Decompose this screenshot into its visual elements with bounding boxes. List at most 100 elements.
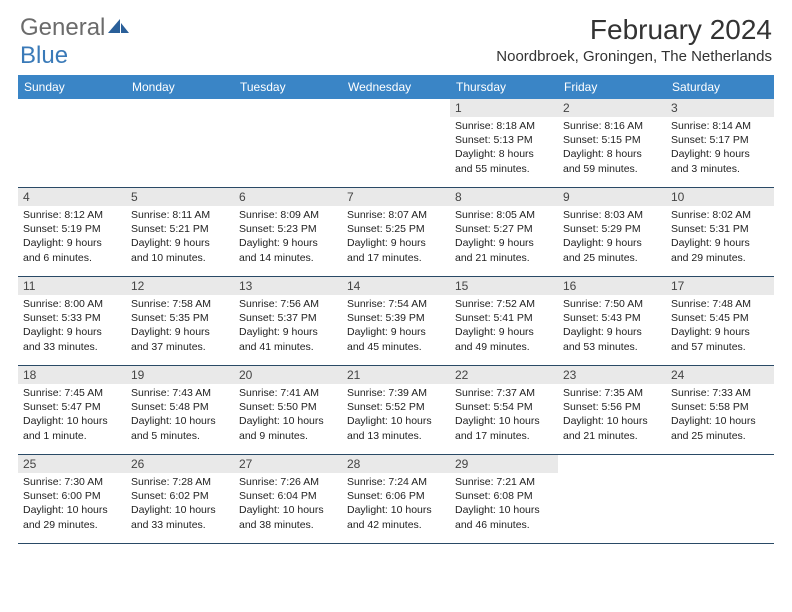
daylight-text: Daylight: 9 hours and 14 minutes. [239,236,337,264]
day-number: 9 [558,188,666,206]
sunrise-text: Sunrise: 8:14 AM [671,119,769,133]
day-cell [558,455,666,543]
sunrise-text: Sunrise: 7:45 AM [23,386,121,400]
day-cell: 15Sunrise: 7:52 AMSunset: 5:41 PMDayligh… [450,277,558,365]
daylight-text: Daylight: 10 hours and 33 minutes. [131,503,229,531]
title-block: February 2024 Noordbroek, Groningen, The… [496,14,772,65]
daylight-text: Daylight: 10 hours and 25 minutes. [671,414,769,442]
logo: General [20,14,130,42]
sunset-text: Sunset: 5:56 PM [563,400,661,414]
sunset-text: Sunset: 5:25 PM [347,222,445,236]
sunset-text: Sunset: 5:19 PM [23,222,121,236]
sunrise-text: Sunrise: 8:00 AM [23,297,121,311]
sunrise-text: Sunrise: 7:24 AM [347,475,445,489]
day-cell: 24Sunrise: 7:33 AMSunset: 5:58 PMDayligh… [666,366,774,454]
daylight-text: Daylight: 10 hours and 5 minutes. [131,414,229,442]
day-cell: 4 Sunrise: 8:12 AMSunset: 5:19 PMDaylight… [18,188,126,276]
day-cell: 28Sunrise: 7:24 AMSunset: 6:06 PMDayligh… [342,455,450,543]
daylight-text: Daylight: 9 hours and 25 minutes. [563,236,661,264]
daylight-text: Daylight: 9 hours and 6 minutes. [23,236,121,264]
sunrise-text: Sunrise: 7:54 AM [347,297,445,311]
day-cell [666,455,774,543]
week-row: 18Sunrise: 7:45 AMSunset: 5:47 PMDayligh… [18,366,774,455]
month-title: February 2024 [496,14,772,46]
day-cell: 14 Sunrise: 7:54 AMSunset: 5:39 PMDayligh… [342,277,450,365]
sunset-text: Sunset: 5:27 PM [455,222,553,236]
day-number: 18 [18,366,126,384]
sunset-text: Sunset: 5:48 PM [131,400,229,414]
day-number: 27 [234,455,342,473]
sunset-text: Sunset: 5:31 PM [671,222,769,236]
daylight-text: Daylight: 9 hours and 57 minutes. [671,325,769,353]
day-cell: 11Sunrise: 8:00 AMSunset: 5:33 PMDayligh… [18,277,126,365]
day-number: 7 [342,188,450,206]
day-cell: 23Sunrise: 7:35 AMSunset: 5:56 PMDayligh… [558,366,666,454]
week-row: 1Sunrise: 8:18 AMSunset: 5:13 PMDaylight… [18,99,774,188]
sunset-text: Sunset: 6:08 PM [455,489,553,503]
daylight-text: Daylight: 10 hours and 13 minutes. [347,414,445,442]
sunset-text: Sunset: 5:50 PM [239,400,337,414]
weekday-header: Monday [126,75,234,99]
daylight-text: Daylight: 9 hours and 17 minutes. [347,236,445,264]
day-cell: 1Sunrise: 8:18 AMSunset: 5:13 PMDaylight… [450,99,558,187]
sunrise-text: Sunrise: 7:39 AM [347,386,445,400]
day-cell: 2Sunrise: 8:16 AMSunset: 5:15 PMDaylight… [558,99,666,187]
sunrise-text: Sunrise: 8:12 AM [23,208,121,222]
day-number: 24 [666,366,774,384]
sunrise-text: Sunrise: 7:52 AM [455,297,553,311]
day-cell: 3Sunrise: 8:14 AMSunset: 5:17 PMDaylight… [666,99,774,187]
daylight-text: Daylight: 8 hours and 59 minutes. [563,147,661,175]
daylight-text: Daylight: 10 hours and 38 minutes. [239,503,337,531]
day-number: 12 [126,277,234,295]
weekday-header: Sunday [18,75,126,99]
day-cell: 19Sunrise: 7:43 AMSunset: 5:48 PMDayligh… [126,366,234,454]
day-number: 16 [558,277,666,295]
day-cell: 22Sunrise: 7:37 AMSunset: 5:54 PMDayligh… [450,366,558,454]
sunrise-text: Sunrise: 7:41 AM [239,386,337,400]
sunrise-text: Sunrise: 7:21 AM [455,475,553,489]
daylight-text: Daylight: 9 hours and 53 minutes. [563,325,661,353]
day-cell: 12Sunrise: 7:58 AMSunset: 5:35 PMDayligh… [126,277,234,365]
day-cell: 13Sunrise: 7:56 AMSunset: 5:37 PMDayligh… [234,277,342,365]
day-number: 10 [666,188,774,206]
daylight-text: Daylight: 10 hours and 9 minutes. [239,414,337,442]
week-row: 25Sunrise: 7:30 AMSunset: 6:00 PMDayligh… [18,455,774,544]
sunrise-text: Sunrise: 7:30 AM [23,475,121,489]
day-number: 14 [342,277,450,295]
logo-text-general: General [20,14,105,42]
sunrise-text: Sunrise: 8:16 AM [563,119,661,133]
weeks-container: 1Sunrise: 8:18 AMSunset: 5:13 PMDaylight… [18,99,774,544]
logo-text-blue: Blue [20,42,68,70]
sunrise-text: Sunrise: 8:09 AM [239,208,337,222]
weekday-header-row: Sunday Monday Tuesday Wednesday Thursday… [18,75,774,99]
sunset-text: Sunset: 5:35 PM [131,311,229,325]
day-cell [126,99,234,187]
day-number: 1 [450,99,558,117]
weekday-header: Thursday [450,75,558,99]
day-number: 3 [666,99,774,117]
sunrise-text: Sunrise: 8:05 AM [455,208,553,222]
sunset-text: Sunset: 5:52 PM [347,400,445,414]
day-number: 21 [342,366,450,384]
day-cell: 8Sunrise: 8:05 AMSunset: 5:27 PMDaylight… [450,188,558,276]
sunset-text: Sunset: 5:45 PM [671,311,769,325]
sunrise-text: Sunrise: 7:56 AM [239,297,337,311]
daylight-text: Daylight: 9 hours and 45 minutes. [347,325,445,353]
daylight-text: Daylight: 9 hours and 37 minutes. [131,325,229,353]
daylight-text: Daylight: 9 hours and 33 minutes. [23,325,121,353]
daylight-text: Daylight: 10 hours and 1 minute. [23,414,121,442]
daylight-text: Daylight: 8 hours and 55 minutes. [455,147,553,175]
sunrise-text: Sunrise: 8:03 AM [563,208,661,222]
sunrise-text: Sunrise: 7:43 AM [131,386,229,400]
day-number: 4 [18,188,126,206]
sunset-text: Sunset: 5:54 PM [455,400,553,414]
daylight-text: Daylight: 10 hours and 21 minutes. [563,414,661,442]
day-number: 25 [18,455,126,473]
sunset-text: Sunset: 5:39 PM [347,311,445,325]
location-text: Noordbroek, Groningen, The Netherlands [496,48,772,65]
day-cell: 29Sunrise: 7:21 AMSunset: 6:08 PMDayligh… [450,455,558,543]
sunrise-text: Sunrise: 7:26 AM [239,475,337,489]
sunset-text: Sunset: 5:15 PM [563,133,661,147]
day-number: 26 [126,455,234,473]
sunset-text: Sunset: 5:58 PM [671,400,769,414]
